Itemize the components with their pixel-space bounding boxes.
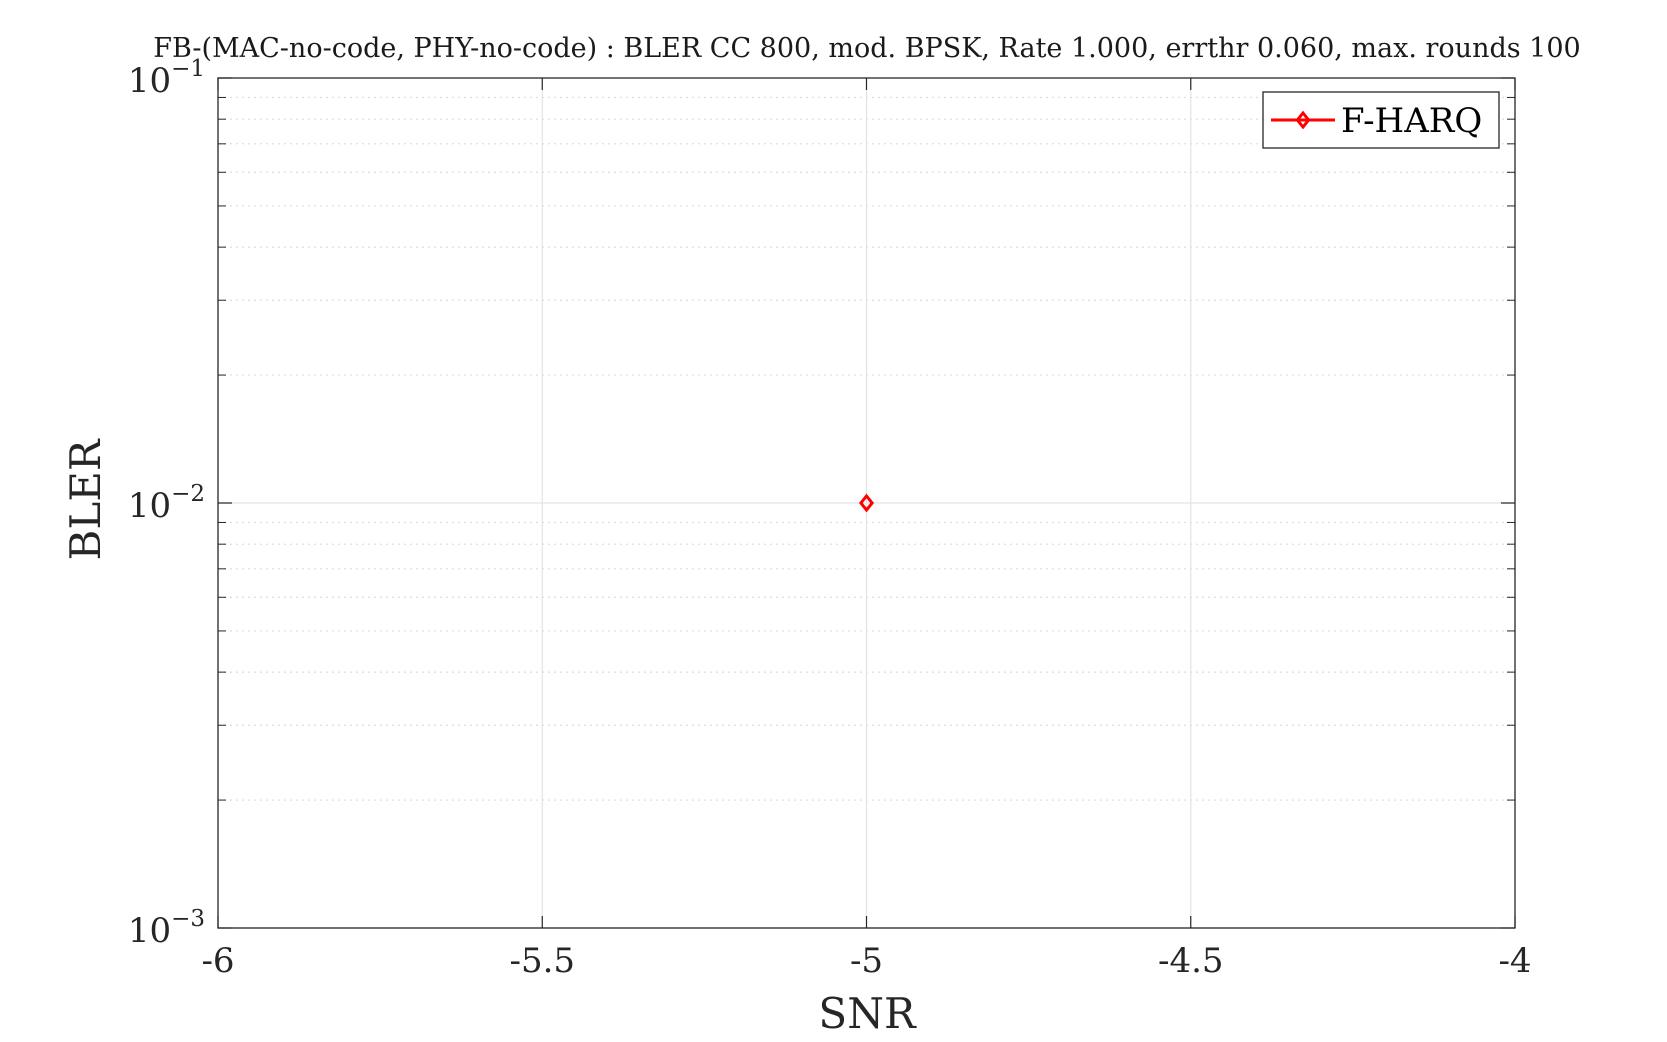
x-tick-label: -5.5: [509, 941, 575, 981]
legend-items: F-HARQ: [1271, 101, 1482, 141]
x-tick-label: -6: [201, 941, 234, 981]
legend-marker-swatch: [1295, 110, 1311, 130]
major-grid: [218, 78, 1515, 928]
plot-area: [217, 77, 1516, 929]
x-axis-label: SNR: [818, 989, 917, 1038]
x-tick-label: -4.5: [1158, 941, 1224, 981]
x-tick-label: -4: [1498, 941, 1531, 981]
chart-title: FB-(MAC-no-code, PHY-no-code) : BLER CC …: [153, 33, 1580, 64]
y-axis-label: BLER: [61, 438, 110, 560]
legend-label: F-HARQ: [1341, 101, 1482, 141]
x-tick-label: -5: [850, 941, 883, 981]
series-layer: [858, 493, 875, 513]
y-tick-label: 10−2: [128, 481, 205, 526]
y-tick-labels: 10−1 10−2 10−3: [128, 56, 205, 951]
data-point-marker: [858, 493, 875, 513]
y-tick-label: 10−3: [128, 906, 205, 951]
axes-box: [217, 77, 1516, 929]
y-tick-label: 10−1: [128, 56, 205, 101]
x-tick-labels: -6 -5.5 -5 -4.5 -4: [201, 941, 1531, 981]
legend[interactable]: F-HARQ: [1262, 91, 1500, 149]
